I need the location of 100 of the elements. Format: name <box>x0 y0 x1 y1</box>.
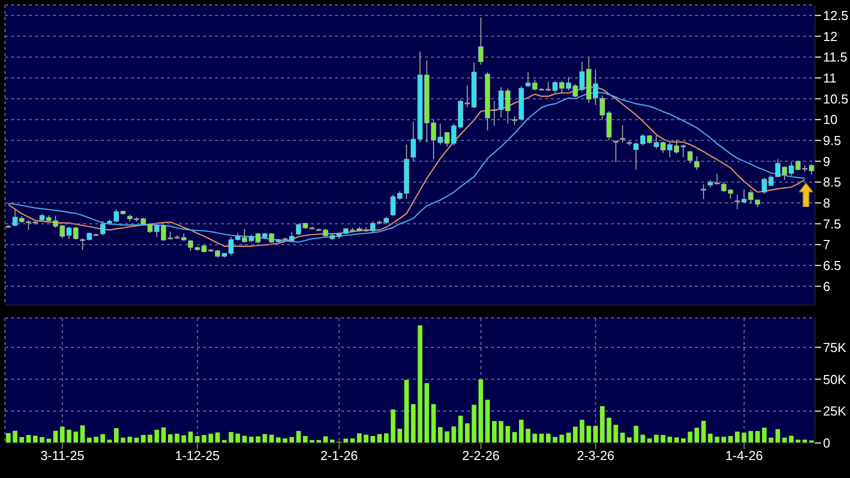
y-tick-label: 8 <box>823 196 830 211</box>
bar <box>526 428 530 443</box>
bar <box>660 434 666 443</box>
bar <box>701 420 706 443</box>
candlestick <box>80 238 86 250</box>
y-tick-label: 50K <box>823 372 846 387</box>
bar <box>485 400 490 443</box>
bar <box>708 434 713 443</box>
bar <box>586 426 592 443</box>
bar <box>344 438 348 443</box>
x-tick-label: 1-12-25 <box>174 448 220 464</box>
bar <box>228 432 234 443</box>
bar <box>114 428 119 443</box>
bar <box>390 409 396 443</box>
bar <box>506 426 510 443</box>
y-tick-label: 10.5 <box>823 91 848 106</box>
bar <box>640 434 646 443</box>
x-tick-label: 1-4-26 <box>725 448 763 464</box>
bar <box>168 434 173 443</box>
bar <box>6 433 11 443</box>
bar <box>654 434 659 443</box>
y-tick-label: 25K <box>823 404 846 419</box>
bar <box>580 420 584 443</box>
bar <box>600 406 605 443</box>
bar <box>141 434 146 443</box>
y-tick-label: 10 <box>823 112 838 128</box>
bar <box>418 325 422 443</box>
bar <box>80 425 85 443</box>
bar <box>606 418 612 443</box>
bar <box>174 434 180 443</box>
bar <box>782 438 787 443</box>
candlestick <box>687 150 693 164</box>
bar <box>53 430 58 443</box>
bar <box>512 432 517 443</box>
bar <box>566 432 571 443</box>
bar <box>208 434 214 443</box>
bar <box>762 428 767 443</box>
bar <box>100 434 106 443</box>
bar <box>465 423 470 443</box>
bar <box>742 432 746 443</box>
bar <box>789 436 794 443</box>
bar <box>370 436 376 443</box>
bar <box>748 431 754 443</box>
bar <box>357 433 362 443</box>
bar <box>532 434 538 443</box>
y-tick-label: 8.5 <box>823 174 842 190</box>
x-tick-label: 2-2-26 <box>462 448 500 464</box>
candlestick <box>680 144 686 158</box>
bar <box>560 434 564 443</box>
y-tick-label: 9.5 <box>823 133 842 148</box>
bar <box>195 436 200 443</box>
candlestick <box>734 194 740 210</box>
x-tick-label: 3-11-25 <box>40 448 84 464</box>
bar <box>444 431 450 443</box>
candlestick <box>700 184 706 200</box>
bar <box>60 426 65 443</box>
y-tick-label: 9 <box>823 154 830 169</box>
candlestick <box>613 140 618 163</box>
bar <box>148 434 152 443</box>
bar <box>755 431 760 443</box>
bar <box>573 426 578 443</box>
bar <box>492 421 497 443</box>
bar <box>539 434 544 443</box>
bar <box>12 430 18 443</box>
bar <box>296 431 301 443</box>
y-tick-label: 7.5 <box>823 216 842 232</box>
bar <box>33 436 38 443</box>
bar <box>20 437 24 443</box>
bar <box>768 438 774 443</box>
bar <box>134 438 139 443</box>
bar <box>620 432 625 443</box>
bar <box>364 434 368 443</box>
bar <box>634 426 638 443</box>
bar <box>424 383 430 443</box>
bar <box>694 428 700 443</box>
x-tick-label: 2-1-26 <box>320 448 358 464</box>
bar <box>40 437 44 443</box>
candlestick <box>100 220 106 236</box>
bar <box>438 427 443 443</box>
bar <box>74 432 78 443</box>
y-tick-label: 11.5 <box>823 50 848 65</box>
bar <box>472 404 476 443</box>
candlestick <box>464 84 470 108</box>
bar <box>154 430 160 443</box>
y-tick-label: 7 <box>823 237 830 252</box>
bar <box>404 380 409 443</box>
bar <box>377 434 382 443</box>
bar <box>431 404 436 443</box>
bar <box>614 424 618 443</box>
bar <box>269 434 274 443</box>
bar <box>262 434 268 443</box>
bar <box>290 437 294 443</box>
bar <box>202 434 206 443</box>
bar <box>478 379 484 443</box>
bar <box>188 432 193 443</box>
y-tick-label: 6 <box>823 278 830 294</box>
bar <box>458 416 463 443</box>
bar <box>26 434 31 443</box>
bar <box>593 426 598 443</box>
bar <box>498 421 504 443</box>
